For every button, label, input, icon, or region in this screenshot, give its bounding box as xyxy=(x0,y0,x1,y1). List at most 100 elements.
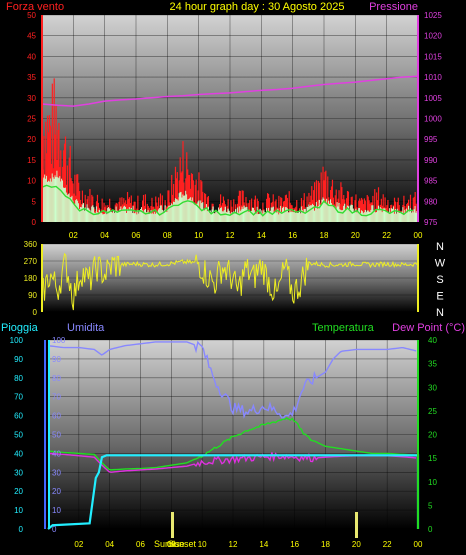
wind-y-tick: 25 xyxy=(27,115,36,124)
wind-y-tick: 35 xyxy=(27,73,36,82)
temperature-y-tick: 25 xyxy=(428,407,437,416)
compass-label: N xyxy=(436,241,444,253)
wind-x-tick: 02 xyxy=(69,231,78,240)
humidity-y-tick: 100 xyxy=(52,336,66,345)
temperature-y-tick: 10 xyxy=(428,478,437,487)
wind-y-tick: 40 xyxy=(27,52,36,61)
direction-y-tick: 90 xyxy=(28,291,37,300)
rain-y-tick: 70 xyxy=(14,393,23,402)
rain-y-tick: 80 xyxy=(14,374,23,383)
humidity-x-tick: 20 xyxy=(352,540,361,549)
temperature-line xyxy=(47,417,417,471)
humidity-x-tick: 16 xyxy=(290,540,299,549)
sunset-label: Sunset xyxy=(168,539,197,549)
humidity-y-tick: 90 xyxy=(52,355,61,364)
humidity-y-tick: 70 xyxy=(52,393,61,402)
rain-line xyxy=(47,454,420,530)
direction-y-tick: 270 xyxy=(24,257,38,266)
temperature-y-tick: 20 xyxy=(428,431,437,440)
wind-y-tick: 45 xyxy=(27,32,36,41)
rain-y-tick: 50 xyxy=(14,431,23,440)
chart-title: 24 hour graph day : 30 Agosto 2025 xyxy=(170,1,345,13)
temperature-axis-label: Temperatura xyxy=(312,322,375,334)
wind-y-tick: 15 xyxy=(27,156,36,165)
wind-x-tick: 18 xyxy=(320,231,329,240)
humidity-x-tick: 06 xyxy=(136,540,145,549)
sunrise-marker xyxy=(171,512,174,538)
rain-axis-label: Pioggia xyxy=(1,322,39,334)
humidity-y-tick: 30 xyxy=(52,468,61,477)
rain-y-tick: 20 xyxy=(14,487,23,496)
wind-x-tick: 12 xyxy=(226,231,235,240)
wind-x-tick: 04 xyxy=(100,231,109,240)
direction-line xyxy=(41,252,419,311)
wind-y-tick: 0 xyxy=(32,218,37,227)
dew-point-axis-label: Dew Point (°C) xyxy=(392,322,465,334)
temperature-y-tick: 0 xyxy=(428,525,433,534)
humidity-x-tick: 14 xyxy=(259,540,268,549)
wind-x-tick: 08 xyxy=(163,231,172,240)
tick-labels: 0510152025303540455097598098599099510001… xyxy=(10,11,446,549)
direction-grid xyxy=(42,243,418,313)
sunrise-label: Sunrise xyxy=(154,539,185,549)
pressure-y-tick: 985 xyxy=(424,177,438,186)
rain-y-tick: 90 xyxy=(14,355,23,364)
wind-x-tick: 10 xyxy=(194,231,203,240)
temperature-y-tick: 30 xyxy=(428,383,437,392)
humidity-y-tick: 50 xyxy=(52,431,61,440)
humidity-x-tick: 12 xyxy=(229,540,238,549)
humidity-x-tick: 02 xyxy=(74,540,83,549)
humidity-x-tick: 08 xyxy=(167,540,176,549)
temperature-y-tick: 40 xyxy=(428,336,437,345)
compass-label: N xyxy=(436,307,444,319)
wind-x-tick: 16 xyxy=(288,231,297,240)
humidity-grid xyxy=(48,339,419,530)
temperature-y-tick: 35 xyxy=(428,360,437,369)
wind-x-tick: 06 xyxy=(132,231,141,240)
pressure-y-tick: 1005 xyxy=(424,94,442,103)
wind-axis-label: Forza vento xyxy=(6,1,64,13)
wind-y-tick: 10 xyxy=(27,177,36,186)
rain-y-tick: 60 xyxy=(14,412,23,421)
rain-y-tick: 0 xyxy=(19,525,24,534)
wind-x-tick: 22 xyxy=(382,231,391,240)
wind-average-line xyxy=(41,184,414,217)
pressure-y-tick: 995 xyxy=(424,135,438,144)
temperature-y-tick: 5 xyxy=(428,501,433,510)
wind-x-tick: 00 xyxy=(414,231,423,240)
compass-label: W xyxy=(435,258,446,270)
humidity-axis-label: Umidita xyxy=(67,322,105,334)
wind-y-tick: 5 xyxy=(32,197,37,206)
humidity-y-tick: 10 xyxy=(52,506,61,515)
humidity-y-tick: 0 xyxy=(52,525,57,534)
humidity-y-tick: 20 xyxy=(52,487,61,496)
wind-x-tick: 14 xyxy=(257,231,266,240)
temperature-y-tick: 15 xyxy=(428,454,437,463)
direction-y-tick: 360 xyxy=(24,240,38,249)
humidity-y-tick: 40 xyxy=(52,449,61,458)
wind-y-tick: 20 xyxy=(27,135,36,144)
humidity-y-tick: 80 xyxy=(52,374,61,383)
chart-marks xyxy=(41,75,420,530)
wind-x-tick: 20 xyxy=(351,231,360,240)
wind-y-tick: 30 xyxy=(27,94,36,103)
humidity-x-tick: 22 xyxy=(383,540,392,549)
humidity-line xyxy=(47,340,417,421)
pressure-y-tick: 1025 xyxy=(424,11,442,20)
compass-label: S xyxy=(436,274,443,286)
rain-y-tick: 100 xyxy=(10,336,24,345)
rain-y-tick: 10 xyxy=(14,506,23,515)
humidity-x-tick: 04 xyxy=(105,540,114,549)
pressure-y-tick: 1000 xyxy=(424,115,442,124)
pressure-y-tick: 1015 xyxy=(424,52,442,61)
humidity-x-tick: 10 xyxy=(198,540,207,549)
pressure-axis-label: Pressione xyxy=(369,1,418,13)
humidity-x-tick: 00 xyxy=(414,540,423,549)
pressure-y-tick: 980 xyxy=(424,197,438,206)
rain-y-tick: 40 xyxy=(14,449,23,458)
pressure-y-tick: 990 xyxy=(424,156,438,165)
direction-y-tick: 0 xyxy=(33,308,38,317)
compass-label: E xyxy=(436,291,443,303)
